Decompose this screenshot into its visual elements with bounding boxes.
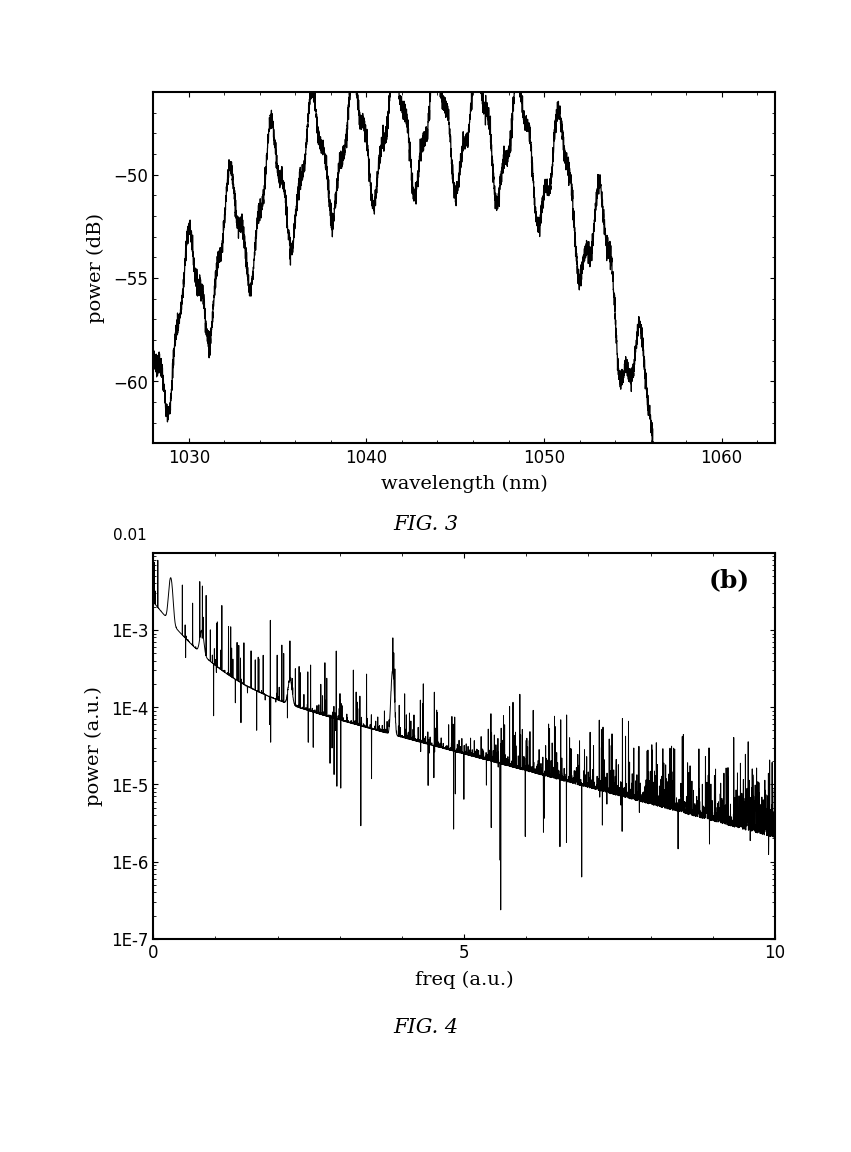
Text: 0.01: 0.01 <box>113 529 147 544</box>
X-axis label: wavelength (nm): wavelength (nm) <box>380 475 547 493</box>
Text: FIG. 4: FIG. 4 <box>393 1018 458 1037</box>
Y-axis label: power (dB): power (dB) <box>87 213 106 323</box>
X-axis label: freq (a.u.): freq (a.u.) <box>414 970 513 988</box>
Y-axis label: power (a.u.): power (a.u.) <box>84 685 102 806</box>
Text: (b): (b) <box>709 568 750 592</box>
Text: FIG. 3: FIG. 3 <box>393 515 458 533</box>
